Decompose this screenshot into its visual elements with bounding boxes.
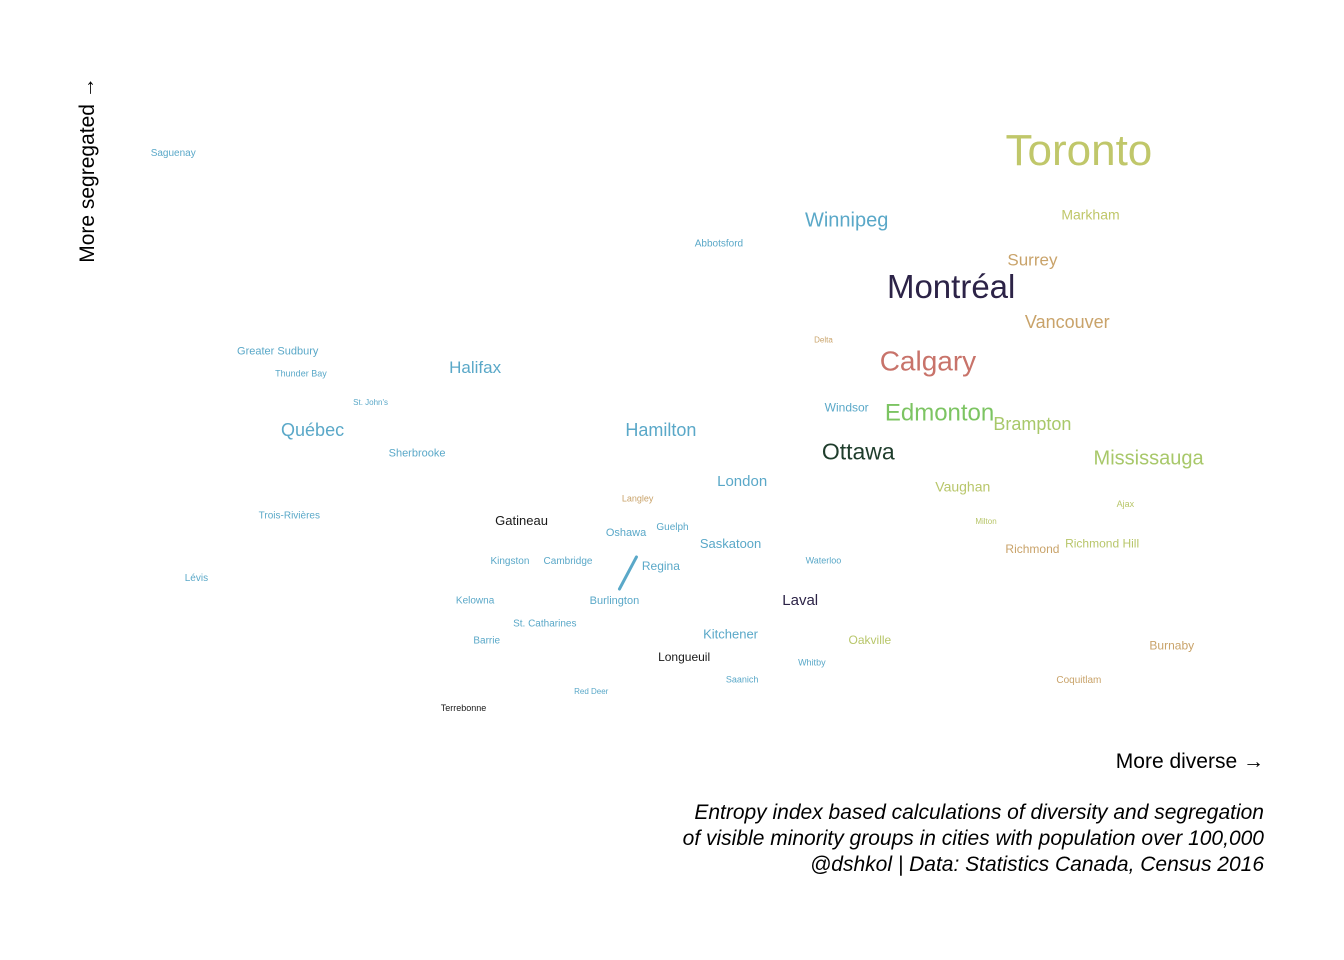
city-label-delta: Delta [814,335,833,344]
city-label-vancouver: Vancouver [1025,312,1110,332]
city-label-quebec: Québec [281,420,344,440]
city-label-toronto: Toronto [1006,126,1153,175]
city-label-cambridge: Cambridge [544,556,593,567]
city-labels: Toronto Markham Winnipeg Abbotsford SurreyMo… [151,126,1205,713]
city-label-terrebonne: Terrebonne [441,703,487,713]
city-label-mississauga: Mississauga [1094,448,1205,470]
city-label-milton: Milton [975,517,996,526]
city-label-burnaby: Burnaby [1149,639,1194,653]
city-label-coquitlam: Coquitlam [1056,675,1101,686]
city-label-red-deer: Red Deer [574,687,609,696]
city-label-saskatoon: Saskatoon [700,536,761,551]
city-label-kelowna: Kelowna [456,596,495,607]
city-label-gatineau: Gatineau [495,513,548,528]
city-label-laval: Laval [782,592,818,609]
city-label-vaughan: Vaughan [935,478,990,494]
city-label-london: London [717,473,767,490]
city-label-levis: Lévis [185,573,208,584]
city-label-winnipeg: Winnipeg [805,210,888,232]
city-label-richmond-hill: Richmond Hill [1065,537,1139,551]
city-label-saanich: Saanich [726,675,759,685]
caption-line-3: @dshkol | Data: Statistics Canada, Censu… [809,853,1264,876]
city-label-calgary: Calgary [880,345,976,376]
city-label-st-john-s: St. John's [353,398,388,407]
city-label-oshawa: Oshawa [606,527,647,539]
city-label-edmonton: Edmonton [885,399,994,426]
city-label-windsor: Windsor [825,401,869,415]
city-label-langley: Langley [622,493,654,503]
city-label-halifax: Halifax [449,358,501,377]
city-label-guelph: Guelph [656,522,688,533]
city-label-regina: Regina [642,559,680,573]
city-label-kingston: Kingston [490,556,529,567]
y-axis-label-text: More segregated → [76,77,100,263]
caption-line-1: Entropy index based calculations of dive… [694,801,1264,824]
city-label-burlington: Burlington [590,595,640,607]
city-label-abbotsford: Abbotsford [695,239,743,250]
city-label-st-catharines: St. Catharines [513,618,576,629]
city-label-ottawa: Ottawa [822,439,895,465]
y-axis-label: More segregated → [68,77,108,263]
city-label-whitby: Whitby [798,658,826,668]
city-label-brampton: Brampton [993,414,1071,434]
chart-caption: Entropy index based calculations of dive… [683,800,1264,878]
city-label-longueuil: Longueuil [658,650,710,664]
city-label-trois-rivieres: Trois-Rivières [259,511,320,522]
city-label-greater-sudbury: Greater Sudbury [237,346,319,358]
city-label-kitchener: Kitchener [703,626,759,641]
burlington-leader-line [617,555,638,591]
city-label-surrey: Surrey [1007,250,1058,269]
city-label-richmond: Richmond [1005,542,1059,556]
city-label-thunder-bay: Thunder Bay [275,369,327,379]
x-axis-label: More diverse → [1115,750,1264,773]
city-label-waterloo: Waterloo [806,556,842,566]
city-label-montreal: Montréal [887,268,1015,305]
city-label-oakville: Oakville [849,633,892,647]
city-label-hamilton: Hamilton [625,420,696,440]
caption-line-2: of visible minority groups in cities wit… [682,827,1264,850]
city-label-barrie: Barrie [473,635,500,646]
city-label-sherbrooke: Sherbrooke [389,448,446,460]
city-label-markham: Markham [1061,206,1119,222]
city-label-saguenay: Saguenay [151,148,196,159]
city-label-ajax: Ajax [1117,499,1135,509]
